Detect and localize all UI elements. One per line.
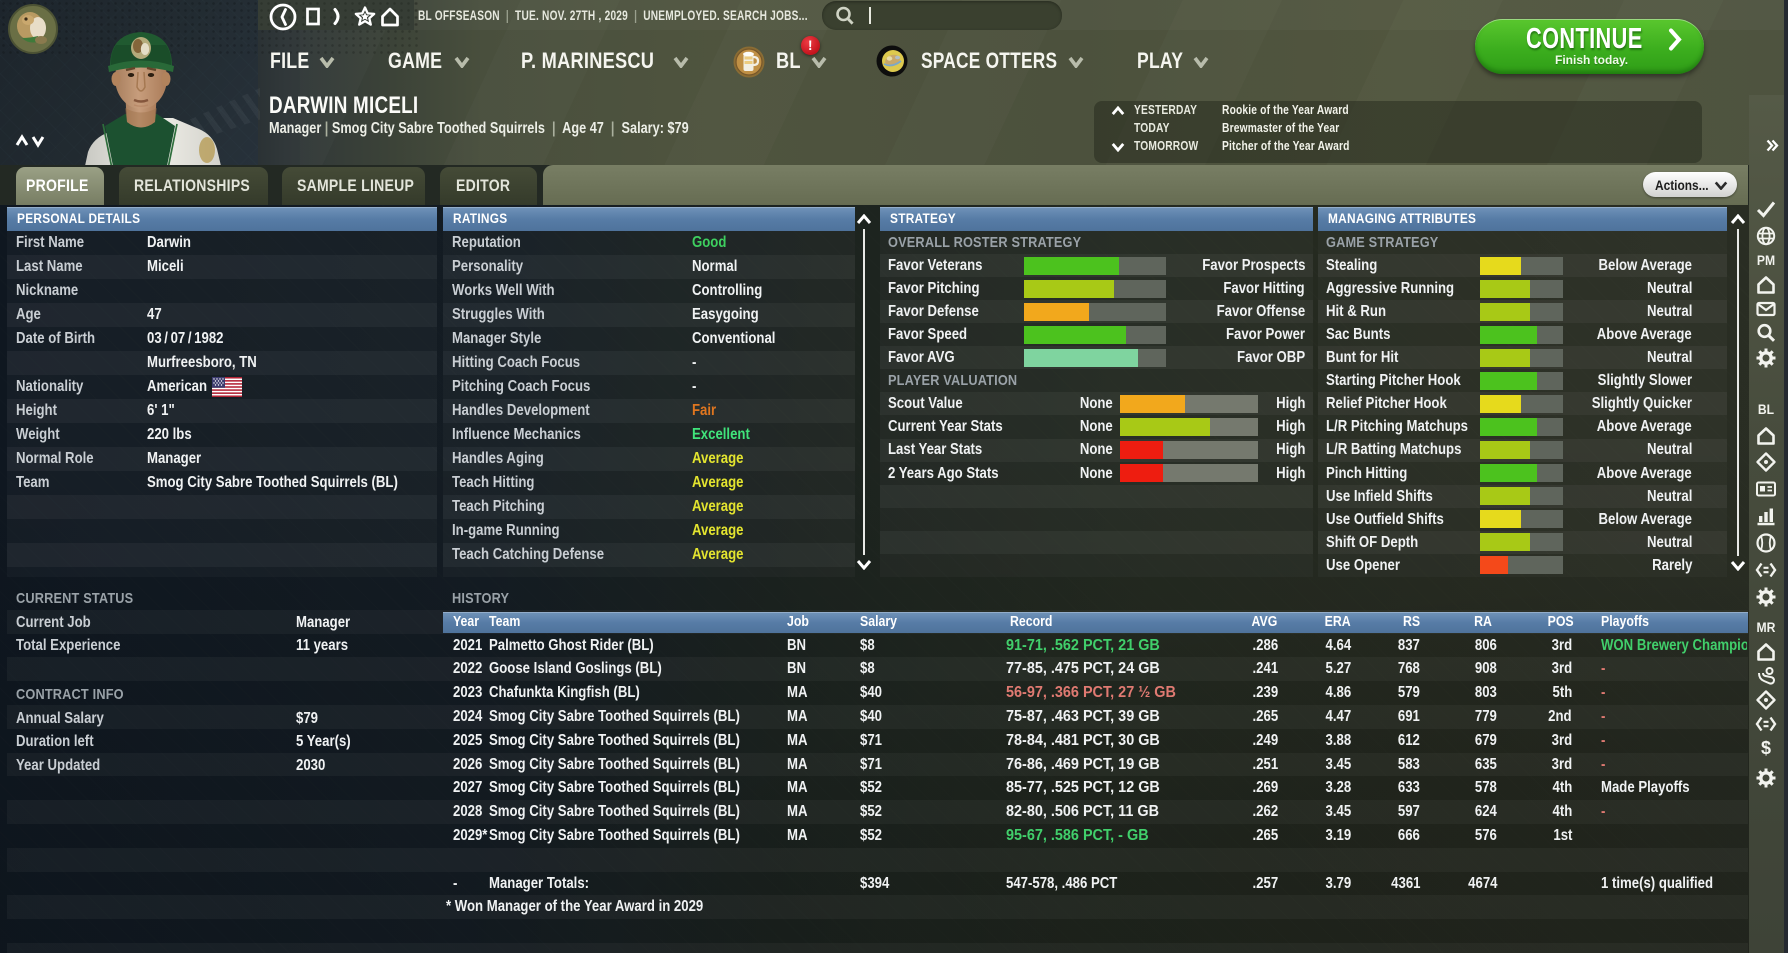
svg-text:$: $ <box>1761 738 1771 758</box>
